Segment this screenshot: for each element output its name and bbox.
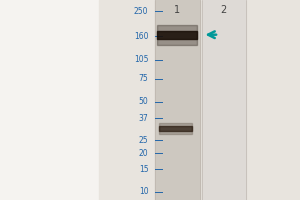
Text: 25: 25	[139, 136, 148, 145]
Bar	[157, 25, 197, 45]
Text: 75: 75	[139, 74, 148, 83]
Text: 1: 1	[174, 5, 180, 15]
Text: 20: 20	[139, 149, 148, 158]
Text: 250: 250	[134, 6, 148, 16]
Bar	[157, 31, 197, 39]
Bar	[99, 0, 300, 200]
Text: 15: 15	[139, 165, 148, 174]
Text: 105: 105	[134, 55, 148, 64]
Bar	[159, 126, 192, 131]
Text: 50: 50	[139, 97, 148, 106]
Text: 10: 10	[139, 188, 148, 196]
Bar	[159, 123, 192, 134]
Text: 37: 37	[139, 114, 148, 123]
Text: 160: 160	[134, 32, 148, 41]
Text: 2: 2	[220, 5, 226, 15]
Bar	[202, 0, 246, 200]
Bar	[154, 0, 200, 200]
